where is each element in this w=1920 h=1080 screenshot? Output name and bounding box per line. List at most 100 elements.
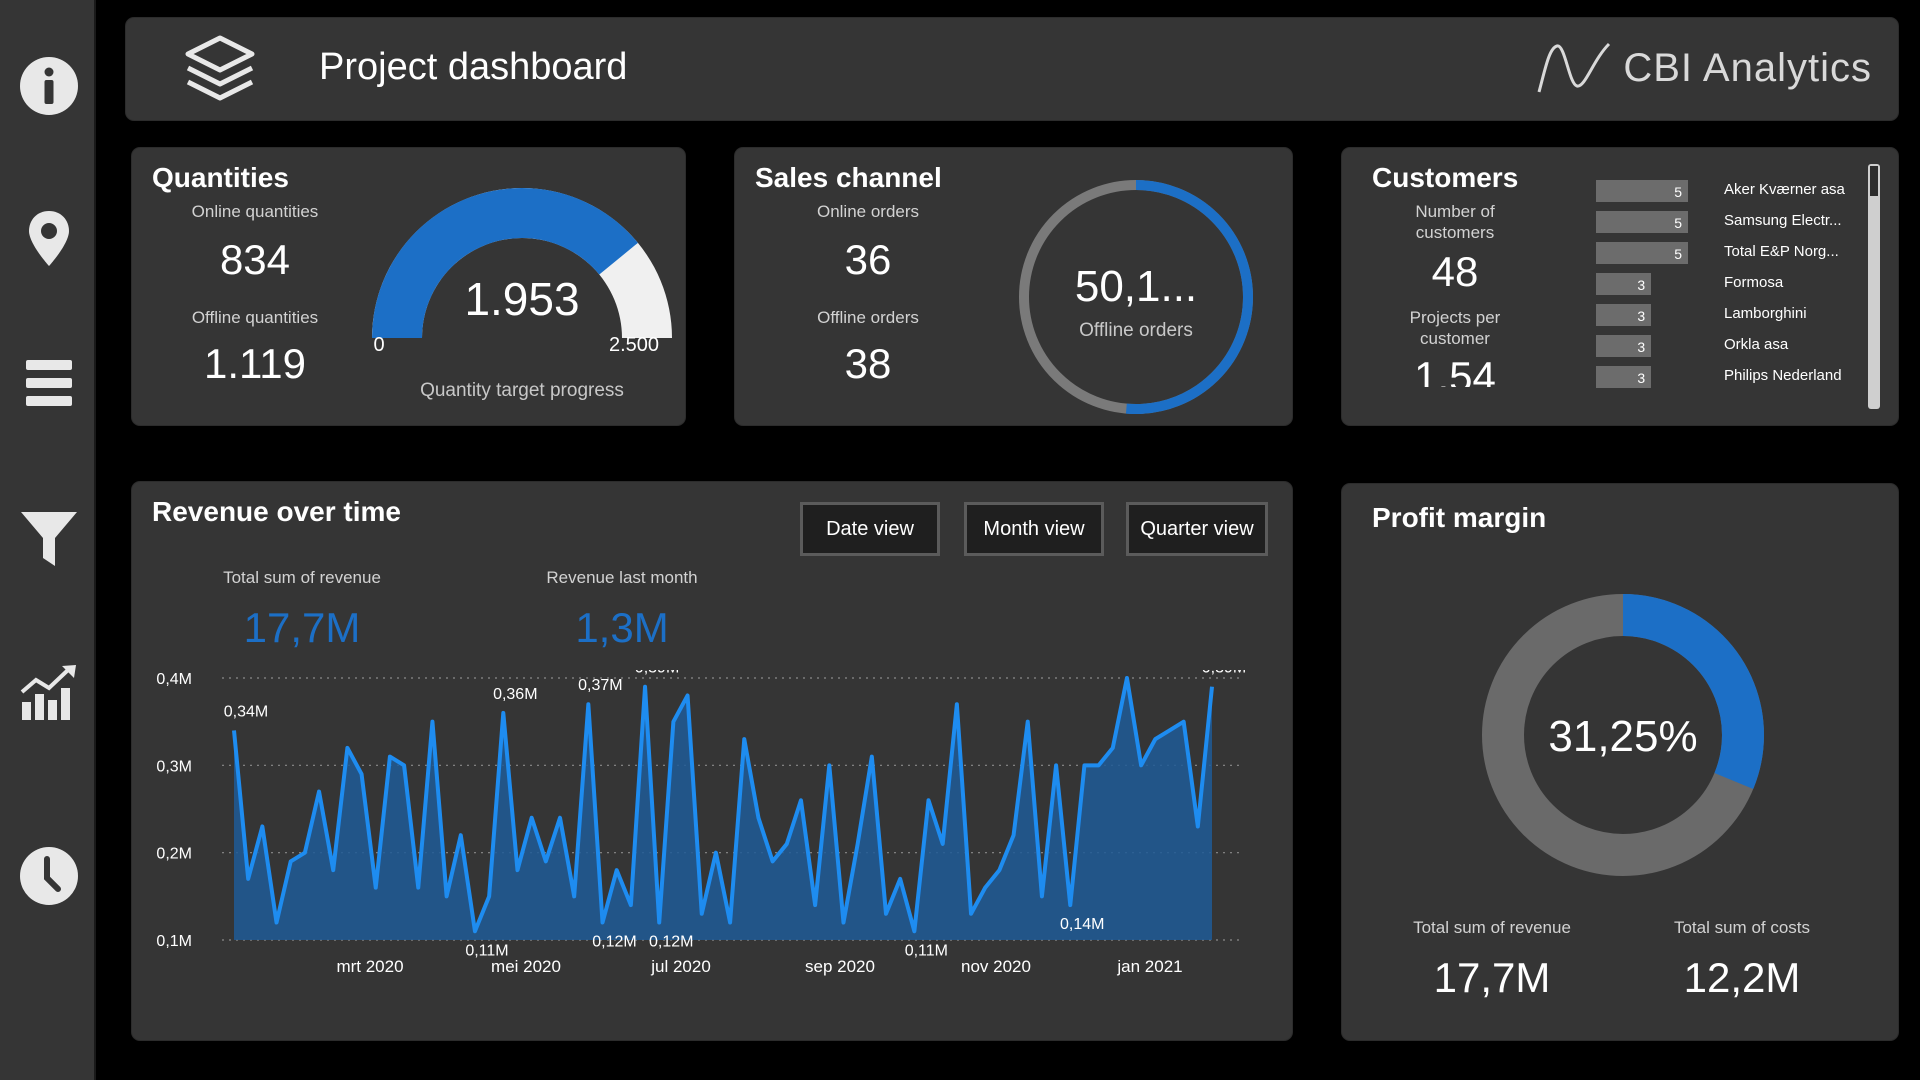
gauge-min: 0	[373, 334, 385, 356]
customer-bar: 5	[1596, 180, 1688, 202]
sidebar-item-analytics[interactable]	[18, 662, 80, 724]
revenue-card: Revenue over time Date view Month view Q…	[132, 482, 1292, 1040]
brand-logo: CBI Analytics	[1535, 40, 1872, 96]
x-tick-label: jul 2020	[650, 957, 711, 976]
sidebar-item-location[interactable]	[18, 208, 80, 270]
gauge-value: 1.953	[464, 273, 580, 325]
customer-name: Lamborghini	[1724, 305, 1807, 322]
data-label: 0,12M	[592, 934, 636, 951]
customer-row[interactable]: 3 Philips Nederland	[1596, 364, 1866, 390]
quarter-view-button[interactable]: Quarter view	[1126, 502, 1268, 556]
header-bar: Project dashboard CBI Analytics	[126, 18, 1898, 120]
data-label: 0,39M	[1202, 670, 1246, 677]
ring-fill	[1019, 180, 1253, 414]
x-tick-label: mrt 2020	[336, 957, 403, 976]
quantities-title: Quantities	[152, 162, 289, 193]
data-label: 0,11M	[465, 942, 508, 959]
data-label: 0,14M	[1060, 916, 1104, 933]
online-orders-value: 36	[844, 236, 892, 283]
chart-growth-icon	[20, 665, 76, 720]
scrollbar-thumb[interactable]	[1870, 166, 1878, 196]
offline-quantities-value: 1.119	[204, 340, 306, 387]
profit-revenue-value: 17,7M	[1433, 954, 1551, 1001]
projects-per-customer-label-2: customer	[1420, 329, 1490, 348]
customer-name: Philips Nederland	[1724, 367, 1842, 384]
customer-bar: 5	[1596, 211, 1688, 233]
data-label: 0,34M	[224, 703, 268, 720]
customer-row[interactable]: 5 Aker Kværner asa	[1596, 178, 1866, 204]
number-customers-label-1: Number of	[1415, 202, 1495, 221]
x-tick-label: nov 2020	[961, 957, 1031, 976]
page-title: Project dashboard	[319, 46, 628, 88]
customer-name: Orkla asa	[1724, 336, 1789, 353]
customer-bar: 3	[1596, 335, 1652, 357]
date-view-button[interactable]: Date view	[800, 502, 940, 556]
data-label: 0,37M	[578, 677, 622, 694]
total-revenue-value: 17,7M	[243, 604, 361, 651]
customer-list-scrollbar[interactable]	[1868, 164, 1880, 409]
x-tick-label: mei 2020	[491, 957, 561, 976]
customer-name: Aker Kværner asa	[1724, 181, 1845, 198]
projects-per-customer-value: 1,54	[1414, 353, 1496, 387]
menu-list-icon	[26, 360, 72, 406]
sidebar-item-filter[interactable]	[18, 508, 80, 570]
customer-bar: 3	[1596, 273, 1652, 295]
sidebar-item-info[interactable]	[18, 55, 80, 117]
sidebar-item-menu[interactable]	[18, 352, 80, 414]
layers-icon	[185, 35, 255, 101]
revenue-last-month-value: 1,3M	[575, 604, 669, 651]
gauge-caption: Quantity target progress	[420, 380, 624, 401]
customer-row[interactable]: 3 Formosa	[1596, 271, 1866, 297]
profit-revenue-label: Total sum of revenue	[1413, 918, 1571, 937]
data-label: 0,36M	[493, 686, 537, 703]
offline-quantities-label: Offline quantities	[191, 308, 319, 327]
customer-row[interactable]: 5 Samsung Electr...	[1596, 209, 1866, 235]
ring-caption: Offline orders	[1079, 320, 1193, 341]
customer-row[interactable]: 5 Total E&P Norg...	[1596, 240, 1866, 266]
gauge-fill	[372, 188, 638, 338]
profit-margin-value: 31,25%	[1548, 712, 1698, 761]
online-quantities-label: Online quantities	[191, 202, 319, 221]
y-tick-label: 0,4M	[156, 671, 192, 688]
revenue-last-month-label: Revenue last month	[546, 568, 698, 587]
customer-bar: 3	[1596, 366, 1652, 388]
data-label: 0,11M	[905, 942, 948, 959]
revenue-line	[232, 676, 1214, 934]
offline-orders-label: Offline orders	[817, 308, 919, 327]
sales-channel-title: Sales channel	[755, 162, 942, 193]
brand-name: CBI Analytics	[1623, 45, 1872, 90]
month-view-button[interactable]: Month view	[964, 502, 1104, 556]
projects-per-customer-clip: 1,54	[1372, 353, 1538, 387]
online-orders-label: Online orders	[816, 202, 920, 221]
gauge-max: 2.500	[608, 334, 660, 356]
revenue-title: Revenue over time	[152, 496, 401, 527]
customer-name: Samsung Electr...	[1724, 212, 1842, 229]
sidebar-item-history[interactable]	[18, 845, 80, 907]
y-tick-label: 0,1M	[156, 933, 192, 950]
offline-orders-value: 38	[844, 340, 892, 387]
customer-name: Formosa	[1724, 274, 1784, 291]
customer-row[interactable]: 3 Lamborghini	[1596, 302, 1866, 328]
y-tick-label: 0,3M	[156, 758, 192, 775]
number-customers-value: 48	[1431, 248, 1479, 295]
sidebar	[0, 0, 96, 1080]
revenue-area-chart: 0,4M 0,3M 0,2M 0,1M 0,34M 0,36M 0,37M 0,39M 0,11…	[156, 670, 1246, 976]
customer-row[interactable]: 3 Orkla asa	[1596, 333, 1866, 359]
total-revenue-label: Total sum of revenue	[223, 568, 381, 587]
sales-channel-card: Sales channel Online orders 36 Offline o…	[735, 148, 1292, 425]
quantities-card: Quantities Online quantities 834 Offline…	[132, 148, 685, 425]
data-label: 0,39M	[635, 670, 679, 677]
area-fill	[234, 678, 1212, 940]
customers-title: Customers	[1372, 162, 1519, 193]
profit-margin-title: Profit margin	[1372, 502, 1547, 533]
brand-mark-icon	[1537, 42, 1611, 93]
online-quantities-value: 834	[219, 236, 291, 283]
sales-ring-chart	[1019, 180, 1253, 414]
customer-bar: 3	[1596, 304, 1652, 326]
customers-card: Customers Number of customers 48 Project…	[1342, 148, 1898, 425]
filter-icon	[21, 512, 77, 566]
data-label: 0,12M	[649, 934, 693, 951]
customer-bar: 5	[1596, 242, 1688, 264]
donut-fill	[1482, 594, 1764, 876]
ring-value: 50,1...	[1074, 262, 1198, 311]
